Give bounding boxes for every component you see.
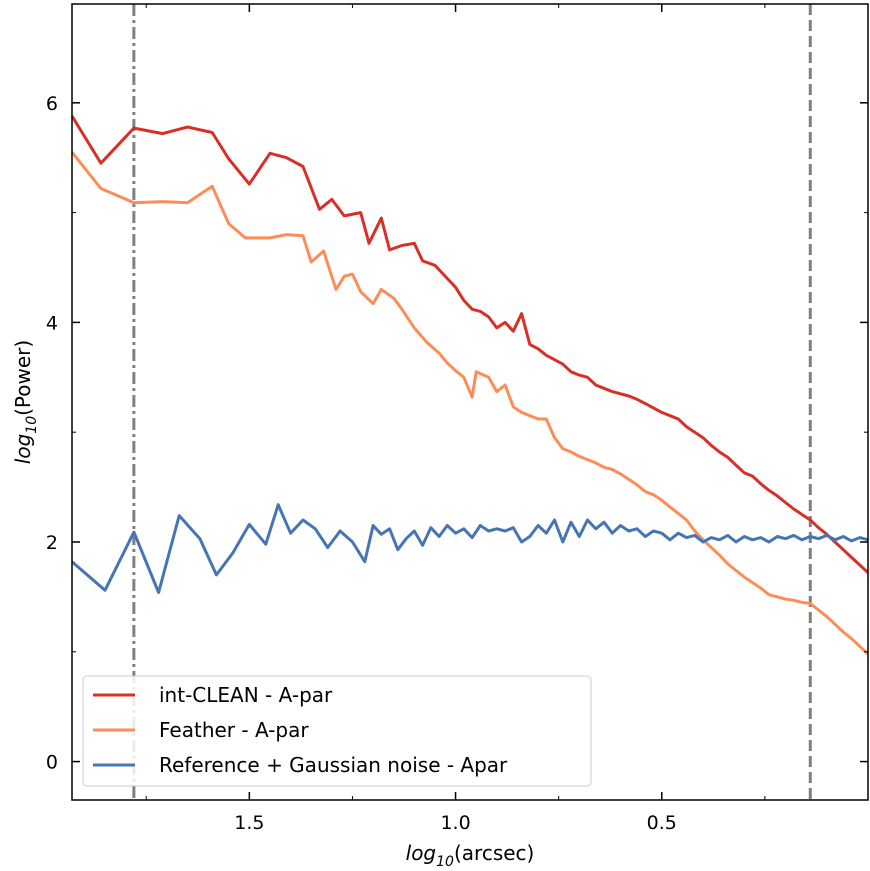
series-line-1	[70, 151, 870, 656]
axis-ticks: 1.5 1.0 0.5 0 2 4 6	[46, 4, 868, 834]
series-lines	[70, 115, 870, 656]
y-axis-close-paren: )	[11, 340, 35, 348]
legend-label-int-clean: int-CLEAN - A-par	[159, 683, 333, 707]
x-axis-log-subscript: 10	[436, 854, 454, 870]
y-axis-quantity: Power	[11, 347, 35, 408]
y-axis-label: log10(Power)	[11, 340, 40, 464]
y-tick-label: 0	[46, 752, 58, 774]
x-axis-close-paren: )	[527, 841, 535, 865]
y-axis-label-group: log10(Power)	[11, 340, 40, 464]
legend-label-feather: Feather - A-par	[159, 718, 309, 742]
x-axis-log-prefix: log	[406, 841, 437, 865]
y-tick-label: 4	[46, 312, 58, 334]
reference-lines	[132, 4, 812, 800]
plot-frame	[71, 3, 869, 801]
y-tick-label: 6	[46, 93, 58, 115]
x-tick-label: 0.5	[647, 812, 677, 834]
series-line-0	[70, 115, 870, 574]
x-axis-open-paren: (	[454, 841, 462, 865]
y-axis-log-subscript: 10	[24, 416, 40, 434]
x-tick-label: 1.5	[234, 812, 264, 834]
y-axis-open-paren: (	[11, 408, 35, 416]
legend-box	[82, 675, 592, 787]
y-axis-log-prefix: log	[11, 434, 35, 465]
x-tick-label: 1.0	[440, 812, 470, 834]
y-tick-label: 2	[46, 532, 58, 554]
legend: int-CLEAN - A-par Feather - A-par Refere…	[82, 675, 592, 787]
x-axis-label: log10(arcsec)	[406, 841, 535, 870]
legend-label-reference: Reference + Gaussian noise - Apar	[159, 753, 508, 777]
series-line-2	[71, 503, 869, 594]
x-axis-quantity: arcsec	[462, 841, 527, 865]
